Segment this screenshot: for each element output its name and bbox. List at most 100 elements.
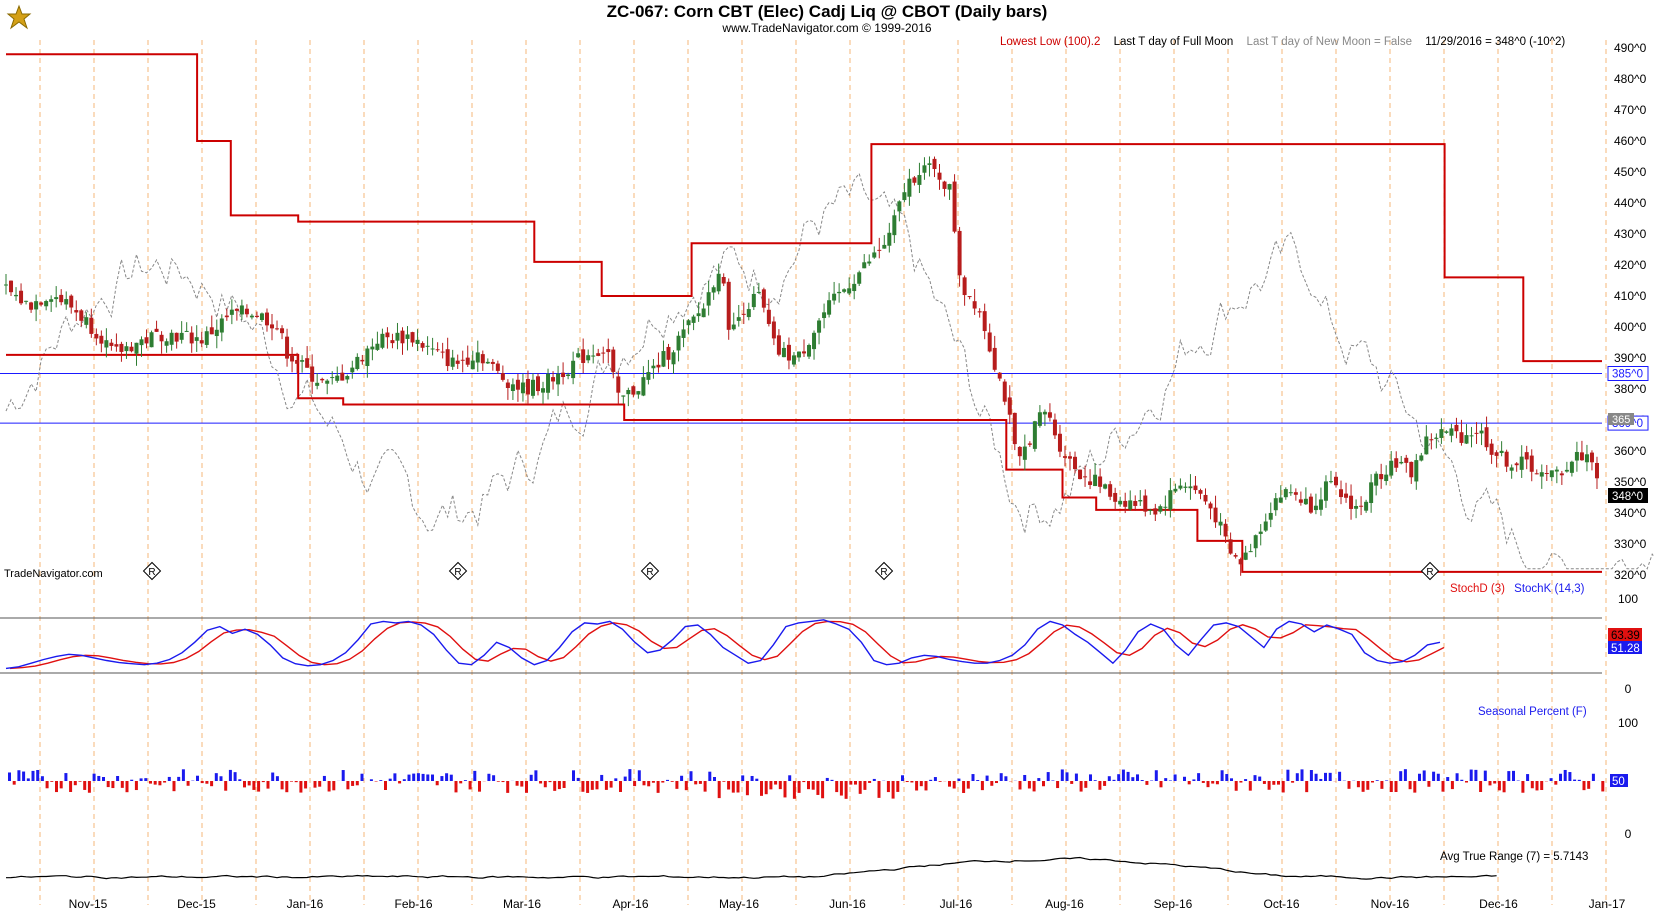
x-tick-label: Feb-16: [394, 897, 432, 911]
candle-body: [802, 351, 806, 354]
candle-body: [455, 360, 460, 364]
seasonal-bar: [1215, 781, 1219, 785]
seasonal-bar: [1460, 779, 1464, 781]
seasonal-bar: [1488, 781, 1492, 786]
seasonal-bar: [78, 781, 82, 782]
candle-body: [541, 388, 546, 393]
seasonal-bar: [1272, 781, 1276, 785]
candle-body: [1052, 419, 1057, 436]
seasonal-bar: [1356, 781, 1360, 788]
x-tick-label: May-16: [719, 897, 759, 911]
seasonal-bar: [83, 781, 87, 790]
candle-body: [340, 372, 345, 381]
seasonal-bar: [1018, 781, 1022, 790]
candle-body: [154, 328, 159, 332]
candle-body: [641, 377, 646, 396]
seasonal-bar: [1436, 773, 1440, 781]
seasonal-bar: [962, 781, 966, 793]
seasonal-bar: [290, 781, 293, 782]
candle-body: [169, 332, 174, 345]
seasonal-bar: [802, 781, 806, 783]
y-tick-label: 390^0: [1614, 351, 1647, 365]
seasonal-bar: [1366, 781, 1370, 790]
candle-body: [872, 252, 877, 258]
seasonal-bar: [1300, 769, 1304, 781]
seasonal-bar: [952, 781, 956, 789]
candle-body: [1088, 481, 1093, 485]
seasonal-bar: [1309, 770, 1313, 781]
seasonal-bar: [689, 771, 693, 781]
seasonal-bar: [1535, 781, 1539, 791]
candle-body: [480, 354, 485, 364]
seasonal-bar: [149, 781, 152, 784]
seasonal-bar: [1582, 781, 1586, 791]
seasonal-bar: [727, 781, 731, 790]
seasonal-bar: [1262, 781, 1266, 784]
candle-body: [1263, 521, 1268, 531]
candle-body: [1519, 456, 1524, 470]
seasonal-bar: [769, 781, 773, 790]
candle-body: [54, 297, 59, 300]
seasonal-bar: [454, 781, 458, 793]
price-axis: 320^0330^0340^0350^0360^0370^0380^0390^0…: [69, 41, 1649, 911]
seasonal-bar: [1413, 781, 1417, 793]
y-tick-label: 440^0: [1614, 196, 1647, 210]
seasonal-bar: [1098, 781, 1102, 790]
seasonal-bar: [1474, 769, 1478, 781]
candle-body: [1554, 469, 1559, 472]
candle-body: [69, 295, 74, 308]
seasonal-bar: [698, 781, 702, 784]
seasonal-bar: [1267, 781, 1271, 790]
moon-marker-label: R: [454, 567, 461, 578]
seasonal-bar: [1512, 770, 1515, 781]
seasonal-bar: [1399, 771, 1403, 781]
candle-body: [1549, 470, 1554, 478]
seasonal-bar: [543, 781, 547, 788]
seasonal-bar: [971, 774, 975, 781]
candle-body: [701, 308, 706, 318]
seasonal-bar: [163, 781, 167, 783]
candle-body: [636, 391, 641, 395]
candle-body: [1454, 424, 1459, 432]
seasonal-bar: [1563, 769, 1567, 781]
stoch-d-value: 63.39: [1611, 630, 1640, 642]
y-tick-label: 460^0: [1614, 134, 1647, 148]
seasonal-bar: [1065, 772, 1069, 781]
seasonal-bar: [919, 781, 923, 787]
seasonal-bar: [886, 781, 890, 793]
stoch-k-line: [5, 619, 1441, 670]
candle-body: [254, 315, 259, 318]
seasonal-bar: [1103, 781, 1107, 786]
seasonal-bar: [999, 773, 1003, 781]
seasonal-bar: [440, 776, 444, 781]
seasonal-value-box: [1610, 774, 1628, 787]
candle-body: [656, 364, 661, 368]
seasonal-bar: [835, 781, 839, 793]
candle-body: [882, 244, 887, 249]
price-candles: [4, 156, 1599, 576]
candle-body: [731, 324, 736, 330]
seasonal-bar: [1136, 774, 1139, 781]
chart-title: ZC-067: Corn CBT (Elec) Cadj Liq @ CBOT …: [606, 2, 1048, 21]
candle-body: [1108, 484, 1113, 497]
candle-body: [209, 327, 214, 335]
seasonal-bar: [783, 781, 787, 798]
seasonal-bar: [1418, 773, 1421, 781]
seasonal-bar: [722, 781, 726, 782]
seasonal-bar: [760, 781, 763, 796]
seasonal-bar: [976, 780, 980, 781]
stoch-d-line: [9, 620, 1445, 670]
y-tick-label: 490^0: [1614, 41, 1647, 55]
seasonal-bar: [92, 773, 96, 781]
candle-body: [952, 181, 957, 232]
candle-body: [1419, 455, 1424, 461]
seasonal-bar: [1112, 779, 1116, 781]
candle-body: [1489, 443, 1494, 455]
candle-body: [621, 395, 626, 397]
candle-body: [932, 158, 937, 170]
seasonal-bar: [379, 780, 383, 781]
candle-body: [1394, 458, 1399, 468]
seasonal-bar: [167, 776, 171, 781]
seasonal-bar: [896, 781, 900, 792]
candle-body: [84, 317, 89, 325]
